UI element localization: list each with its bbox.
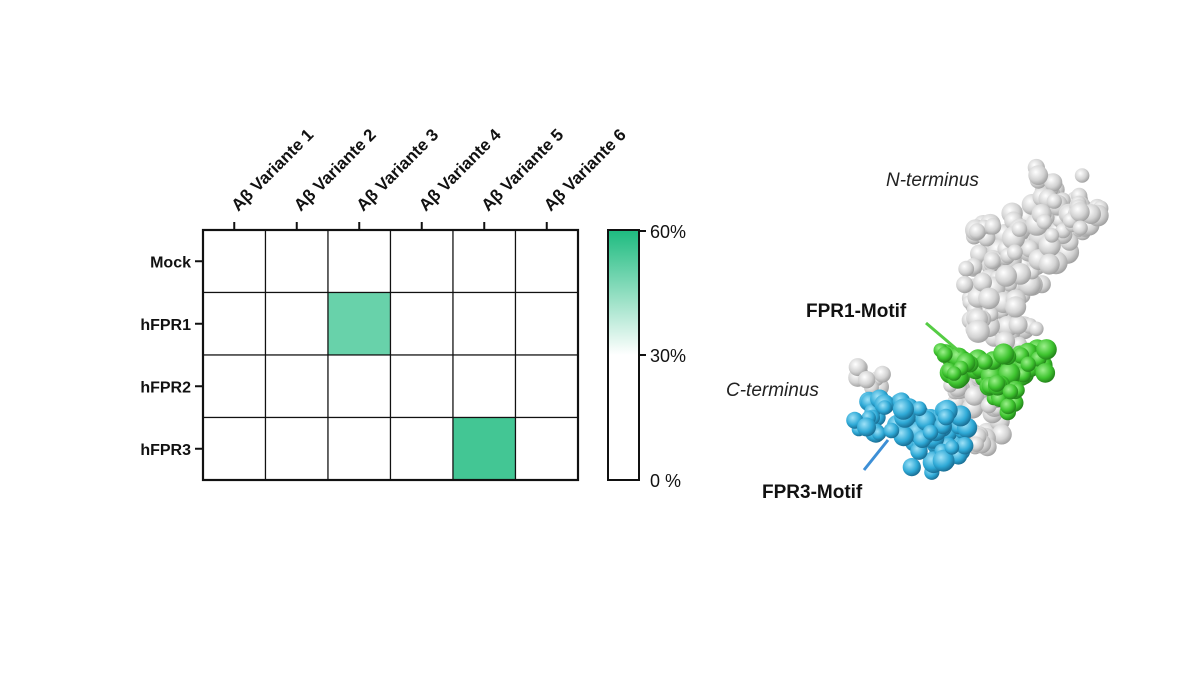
heatmap-chart: Aβ Variante 1Aβ Variante 2Aβ Variante 3A… <box>140 125 686 491</box>
fpr1-motif-pointer <box>925 321 961 354</box>
heatmap-cell <box>389 229 454 294</box>
atom-sphere <box>978 287 1000 310</box>
atom-sphere <box>1038 253 1060 275</box>
heatmap-cell <box>327 229 392 294</box>
fpr1-motif-label: FPR1-Motif <box>806 301 907 322</box>
atom-sphere <box>983 252 1001 270</box>
atom-sphere <box>956 437 974 455</box>
atom-sphere <box>922 424 939 440</box>
heatmap-cell <box>264 229 329 294</box>
atom-sphere <box>966 319 990 343</box>
heatmap-cells <box>201 228 580 482</box>
c-terminus-label: C-terminus <box>726 380 819 401</box>
atom-sphere <box>956 276 974 294</box>
atom-sphere <box>1005 296 1027 318</box>
atom-sphere <box>1035 363 1056 383</box>
n-terminus-label: N-terminus <box>886 170 979 191</box>
fpr3-motif-atoms <box>846 389 978 480</box>
heatmap-cell <box>389 291 454 356</box>
atom-sphere <box>1020 356 1036 372</box>
atom-sphere <box>872 426 887 441</box>
heatmap-cell <box>452 291 517 356</box>
heatmap-cell <box>202 354 267 419</box>
fpr1-motif-atoms <box>933 339 1057 421</box>
atom-sphere <box>1072 220 1088 236</box>
atom-sphere <box>1074 168 1090 183</box>
atom-sphere <box>958 260 975 277</box>
row-label: Mock <box>150 254 191 271</box>
heatmap-cell <box>452 354 517 419</box>
heatmap-cell <box>327 416 392 481</box>
atom-sphere <box>946 366 962 381</box>
color-scale-gradient <box>607 229 640 481</box>
atom-sphere <box>1036 214 1053 230</box>
atom-sphere <box>858 371 876 389</box>
atom-sphere <box>988 374 1006 392</box>
atom-sphere <box>937 408 955 426</box>
atom-sphere <box>911 401 927 417</box>
color-scale-label-min: 0 % <box>650 471 681 491</box>
heatmap-cell <box>452 416 517 481</box>
atom-sphere <box>937 346 953 362</box>
heatmap-cell <box>514 291 579 356</box>
atom-sphere <box>902 458 921 477</box>
atom-sphere <box>1011 221 1028 237</box>
heatmap-border <box>201 228 580 482</box>
atom-sphere <box>969 223 986 240</box>
atom-sphere <box>848 358 867 377</box>
heatmap-cell <box>327 291 392 356</box>
heatmap-cell <box>264 354 329 419</box>
atom-sphere <box>973 272 992 292</box>
row-labels: Mock hFPR1 hFPR2 hFPR3 <box>140 254 203 459</box>
atom-sphere <box>874 365 891 383</box>
atom-sphere <box>1036 339 1057 360</box>
heatmap-cell <box>452 229 517 294</box>
atom-sphere <box>964 386 985 406</box>
heatmap-cell <box>514 229 579 294</box>
atom-sphere <box>995 265 1017 287</box>
atom-sphere <box>1000 398 1016 415</box>
atom-sphere <box>1044 173 1063 192</box>
heatmap-cell <box>264 291 329 356</box>
atom-sphere <box>1002 384 1019 400</box>
color-scale-bar: 60% 30% 0 % <box>607 222 686 491</box>
atom-sphere <box>877 400 892 415</box>
row-label: hFPR1 <box>140 317 191 334</box>
atom-sphere <box>1028 165 1049 186</box>
heatmap-cell <box>514 354 579 419</box>
color-scale-label-mid: 30% <box>650 346 686 366</box>
column-labels: Aβ Variante 1Aβ Variante 2Aβ Variante 3A… <box>228 125 630 230</box>
atom-sphere <box>892 398 915 420</box>
atom-sphere <box>991 424 1012 445</box>
heatmap-cell <box>264 416 329 481</box>
atom-sphere <box>1008 315 1028 335</box>
atom-sphere <box>1070 202 1090 222</box>
heatmap-cell <box>202 291 267 356</box>
atom-sphere <box>944 440 960 455</box>
heatmap-cell <box>202 416 267 481</box>
heatmap-cell <box>327 354 392 419</box>
heatmap-cell <box>389 354 454 419</box>
atom-sphere <box>1029 321 1044 337</box>
heatmap-cell <box>389 416 454 481</box>
atom-sphere <box>932 449 955 472</box>
protein-structure: N-terminus C-terminus FPR1-Motif FPR3-Mo… <box>726 158 1109 503</box>
fpr3-motif-label: FPR3-Motif <box>762 482 863 503</box>
atom-sphere <box>857 417 876 437</box>
atom-sphere <box>993 343 1015 365</box>
heatmap-cell <box>202 229 267 294</box>
atom-sphere <box>1007 244 1023 261</box>
atom-sphere <box>976 353 993 370</box>
fpr3-motif-pointer <box>862 439 890 471</box>
row-label: hFPR2 <box>140 379 191 396</box>
color-scale-label-max: 60% <box>650 222 686 242</box>
atom-sphere <box>883 422 900 439</box>
atom-sphere <box>984 218 1002 235</box>
row-label: hFPR3 <box>140 442 191 459</box>
atom-sphere <box>1044 228 1060 243</box>
atom-sphere <box>1046 193 1062 209</box>
heatmap-cell <box>514 416 579 481</box>
